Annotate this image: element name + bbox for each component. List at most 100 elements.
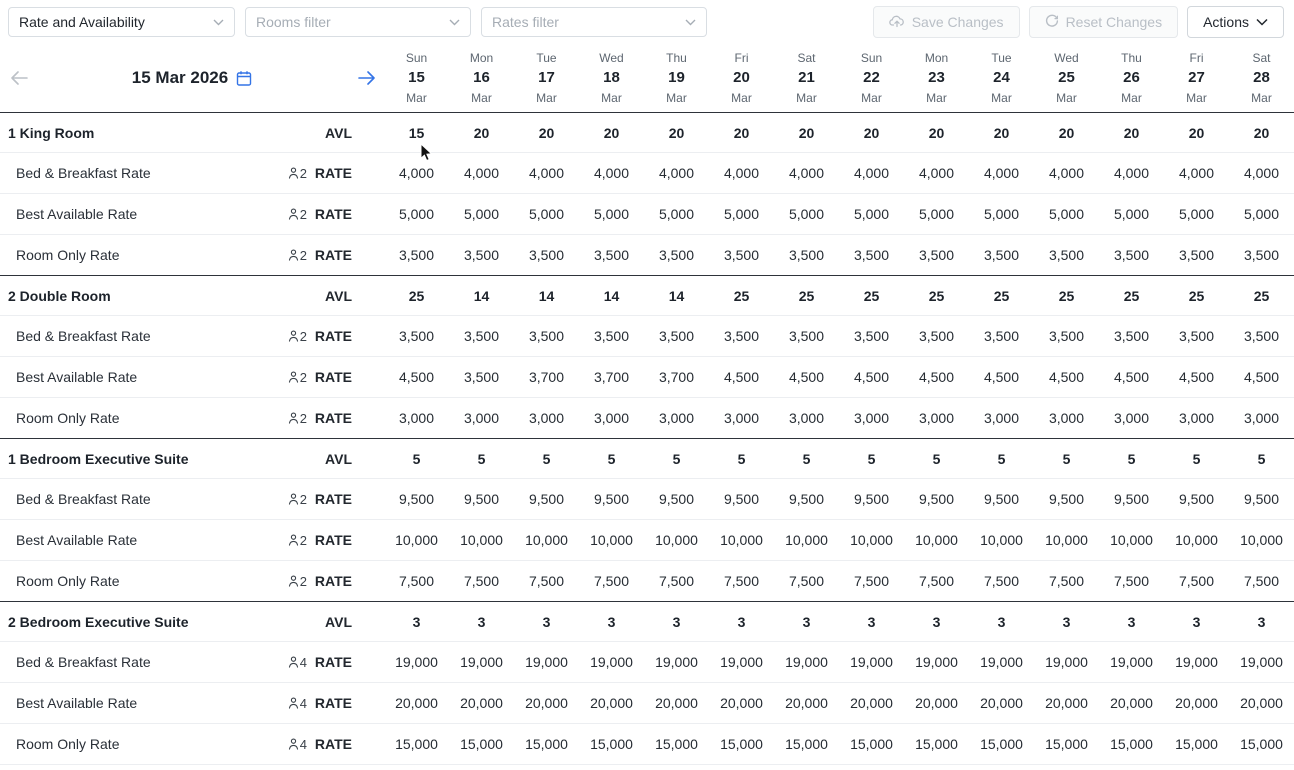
rate-cell[interactable]: 10,000 xyxy=(1045,532,1088,548)
rate-cell[interactable]: 4,000 xyxy=(398,165,435,181)
rate-cell[interactable]: 15,000 xyxy=(655,736,698,752)
availability-cell[interactable]: 25 xyxy=(1058,287,1075,304)
rate-cell[interactable]: 3,500 xyxy=(593,328,630,344)
rate-cell[interactable]: 4,000 xyxy=(1113,165,1150,181)
rate-cell[interactable]: 7,500 xyxy=(723,573,760,589)
rate-cell[interactable]: 20,000 xyxy=(720,695,763,711)
rate-cell[interactable]: 3,500 xyxy=(1178,328,1215,344)
rate-cell[interactable]: 5,000 xyxy=(1243,206,1280,222)
availability-cell[interactable]: 3 xyxy=(607,613,616,630)
rate-cell[interactable]: 9,500 xyxy=(1243,491,1280,507)
availability-cell[interactable]: 3 xyxy=(1062,613,1071,630)
rate-cell[interactable]: 3,500 xyxy=(788,328,825,344)
rate-cell[interactable]: 5,000 xyxy=(1113,206,1150,222)
rate-cell[interactable]: 3,000 xyxy=(658,410,695,426)
rate-cell[interactable]: 3,000 xyxy=(723,410,760,426)
rate-cell[interactable]: 3,500 xyxy=(658,247,695,263)
availability-cell[interactable]: 25 xyxy=(408,287,425,304)
rate-cell[interactable]: 7,500 xyxy=(918,573,955,589)
rate-cell[interactable]: 5,000 xyxy=(1048,206,1085,222)
rate-cell[interactable]: 20,000 xyxy=(1240,695,1283,711)
rate-cell[interactable]: 15,000 xyxy=(1240,736,1283,752)
availability-cell[interactable]: 5 xyxy=(1257,450,1266,467)
availability-cell[interactable]: 3 xyxy=(997,613,1006,630)
rate-cell[interactable]: 20,000 xyxy=(915,695,958,711)
rate-cell[interactable]: 19,000 xyxy=(590,654,633,670)
availability-cell[interactable]: 25 xyxy=(1253,287,1270,304)
rate-cell[interactable]: 3,500 xyxy=(723,247,760,263)
availability-cell[interactable]: 20 xyxy=(928,124,945,141)
rate-cell[interactable]: 7,500 xyxy=(788,573,825,589)
availability-cell[interactable]: 3 xyxy=(412,613,421,630)
date-picker[interactable]: 15 Mar 2026 xyxy=(0,68,384,88)
availability-cell[interactable]: 3 xyxy=(867,613,876,630)
availability-cell[interactable]: 15 xyxy=(408,124,425,141)
rate-cell[interactable]: 9,500 xyxy=(853,491,890,507)
availability-cell[interactable]: 3 xyxy=(477,613,486,630)
availability-cell[interactable]: 25 xyxy=(928,287,945,304)
rate-cell[interactable]: 3,000 xyxy=(788,410,825,426)
rate-cell[interactable]: 20,000 xyxy=(1045,695,1088,711)
rate-cell[interactable]: 10,000 xyxy=(460,532,503,548)
rate-cell[interactable]: 20,000 xyxy=(850,695,893,711)
rate-cell[interactable]: 9,500 xyxy=(593,491,630,507)
rate-cell[interactable]: 5,000 xyxy=(918,206,955,222)
rate-cell[interactable]: 4,500 xyxy=(1113,369,1150,385)
rate-cell[interactable]: 4,500 xyxy=(723,369,760,385)
calendar-icon[interactable] xyxy=(236,70,252,87)
rate-cell[interactable]: 3,000 xyxy=(918,410,955,426)
rate-cell[interactable]: 3,500 xyxy=(853,247,890,263)
rate-cell[interactable]: 9,500 xyxy=(1048,491,1085,507)
rate-cell[interactable]: 3,000 xyxy=(463,410,500,426)
rate-cell[interactable]: 3,000 xyxy=(1113,410,1150,426)
availability-cell[interactable]: 14 xyxy=(538,287,555,304)
availability-cell[interactable]: 25 xyxy=(863,287,880,304)
rate-cell[interactable]: 9,500 xyxy=(1178,491,1215,507)
rate-cell[interactable]: 10,000 xyxy=(1240,532,1283,548)
availability-cell[interactable]: 20 xyxy=(473,124,490,141)
rate-cell[interactable]: 3,500 xyxy=(723,328,760,344)
actions-button[interactable]: Actions xyxy=(1187,6,1284,38)
availability-cell[interactable]: 5 xyxy=(802,450,811,467)
rate-cell[interactable]: 20,000 xyxy=(1175,695,1218,711)
rate-cell[interactable]: 3,000 xyxy=(1178,410,1215,426)
rate-cell[interactable]: 10,000 xyxy=(785,532,828,548)
rate-cell[interactable]: 7,500 xyxy=(398,573,435,589)
availability-cell[interactable]: 20 xyxy=(1253,124,1270,141)
reset-changes-button[interactable]: Reset Changes xyxy=(1028,6,1179,38)
rate-cell[interactable]: 10,000 xyxy=(915,532,958,548)
availability-cell[interactable]: 5 xyxy=(607,450,616,467)
rate-cell[interactable]: 3,000 xyxy=(983,410,1020,426)
availability-cell[interactable]: 3 xyxy=(1257,613,1266,630)
rate-cell[interactable]: 9,500 xyxy=(463,491,500,507)
availability-cell[interactable]: 5 xyxy=(1127,450,1136,467)
availability-cell[interactable]: 20 xyxy=(733,124,750,141)
rate-cell[interactable]: 15,000 xyxy=(460,736,503,752)
rate-cell[interactable]: 4,500 xyxy=(1048,369,1085,385)
rate-cell[interactable]: 19,000 xyxy=(1045,654,1088,670)
availability-cell[interactable]: 25 xyxy=(798,287,815,304)
rate-cell[interactable]: 5,000 xyxy=(528,206,565,222)
availability-cell[interactable]: 20 xyxy=(538,124,555,141)
availability-cell[interactable]: 20 xyxy=(668,124,685,141)
rate-cell[interactable]: 5,000 xyxy=(658,206,695,222)
rate-cell[interactable]: 20,000 xyxy=(980,695,1023,711)
rate-cell[interactable]: 3,500 xyxy=(528,328,565,344)
rate-cell[interactable]: 19,000 xyxy=(1110,654,1153,670)
availability-cell[interactable]: 5 xyxy=(737,450,746,467)
rate-cell[interactable]: 15,000 xyxy=(525,736,568,752)
rate-cell[interactable]: 5,000 xyxy=(398,206,435,222)
rate-cell[interactable]: 9,500 xyxy=(1113,491,1150,507)
rate-cell[interactable]: 3,700 xyxy=(593,369,630,385)
next-period-arrow-icon[interactable] xyxy=(357,71,376,85)
rate-cell[interactable]: 4,000 xyxy=(1048,165,1085,181)
rate-cell[interactable]: 5,000 xyxy=(788,206,825,222)
availability-cell[interactable]: 3 xyxy=(802,613,811,630)
rate-cell[interactable]: 10,000 xyxy=(1175,532,1218,548)
rate-cell[interactable]: 19,000 xyxy=(655,654,698,670)
rate-cell[interactable]: 15,000 xyxy=(785,736,828,752)
rate-cell[interactable]: 3,500 xyxy=(1113,328,1150,344)
rate-cell[interactable]: 10,000 xyxy=(395,532,438,548)
rate-cell[interactable]: 20,000 xyxy=(655,695,698,711)
rate-cell[interactable]: 4,000 xyxy=(853,165,890,181)
